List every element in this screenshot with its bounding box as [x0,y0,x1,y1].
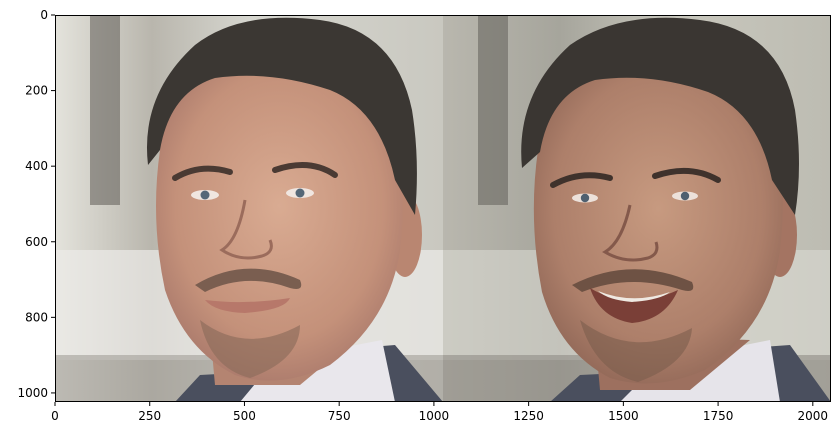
x-tick-label: 1750 [703,409,734,423]
axes-frame [55,15,831,402]
x-tick-label: 1000 [419,409,450,423]
x-tick-label: 750 [328,409,351,423]
x-tick-label: 500 [233,409,256,423]
x-axis-ticks: 0 250 500 750 1000 1250 1500 1750 2000 [51,402,828,423]
right-face-panel [443,15,831,402]
shirt [240,340,395,402]
y-tick-label: 600 [25,235,48,249]
y-tick-label: 200 [25,84,48,98]
y-tick-label: 1000 [17,386,48,400]
y-tick-label: 800 [25,310,48,324]
hair [146,17,417,216]
left-face-panel [55,15,443,402]
x-tick-label: 0 [51,409,59,423]
x-tick-label: 2000 [798,409,829,423]
x-tick-label: 1500 [608,409,639,423]
x-tick-label: 250 [138,409,161,423]
y-axis-ticks: 0 200 400 600 800 1000 [17,8,55,400]
image-area [55,15,831,402]
y-tick-label: 400 [25,159,48,173]
x-tick-label: 1250 [513,409,544,423]
y-tick-label: 0 [40,8,48,22]
